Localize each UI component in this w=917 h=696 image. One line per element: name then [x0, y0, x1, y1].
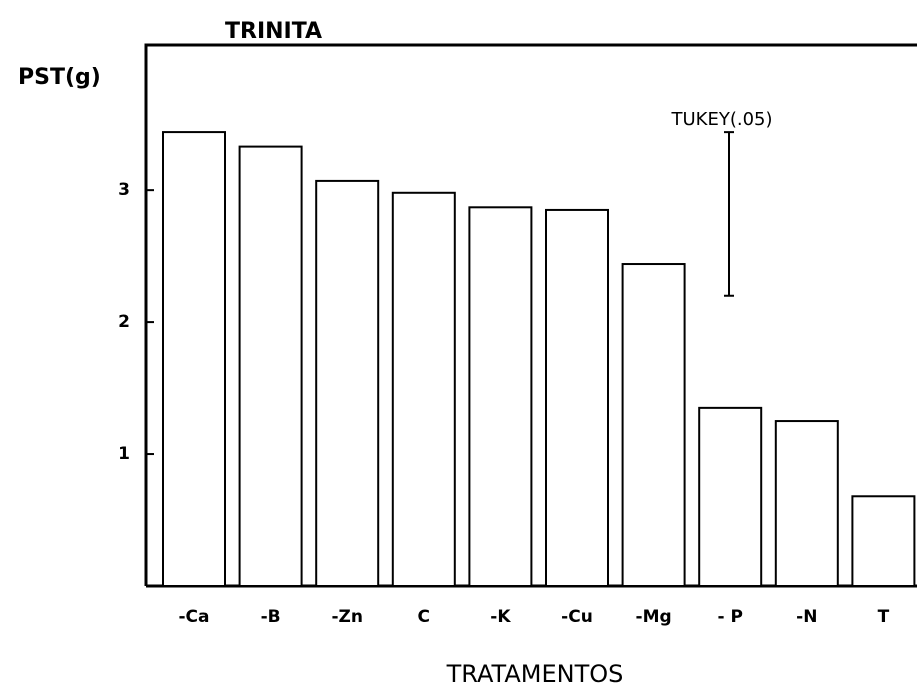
- x-tick-label: - P: [717, 607, 742, 627]
- x-tick-label: C: [418, 607, 430, 627]
- y-tick-label: 3: [118, 180, 130, 200]
- bar: [238, 145, 303, 587]
- y-tick-label: 2: [118, 312, 130, 332]
- bar: [468, 206, 533, 588]
- y-axis-label: PST(g): [18, 65, 101, 90]
- x-tick-label: -Cu: [561, 607, 593, 627]
- chart-title: TRINITA: [225, 19, 322, 44]
- x-axis-label: TRATAMENTOS: [446, 660, 624, 688]
- tukey-bar: [724, 131, 734, 297]
- bar: [315, 179, 380, 587]
- x-tick-label: -Zn: [331, 607, 363, 627]
- bar: [698, 406, 763, 587]
- bar: [545, 208, 609, 587]
- x-tick-label: -B: [261, 607, 281, 627]
- tukey-label: TUKEY(.05): [670, 109, 772, 130]
- bar: [391, 191, 456, 587]
- bar: [621, 263, 686, 587]
- x-tick-label: -K: [490, 607, 511, 627]
- x-tick-label: -Mg: [636, 607, 672, 627]
- bar: [851, 495, 916, 587]
- x-tick-label: -N: [796, 607, 817, 627]
- bar: [162, 131, 226, 587]
- y-tick-label: 1: [118, 444, 130, 464]
- bar: [774, 420, 839, 587]
- x-tick-label: -Ca: [178, 607, 209, 627]
- x-tick-label: T: [878, 607, 890, 627]
